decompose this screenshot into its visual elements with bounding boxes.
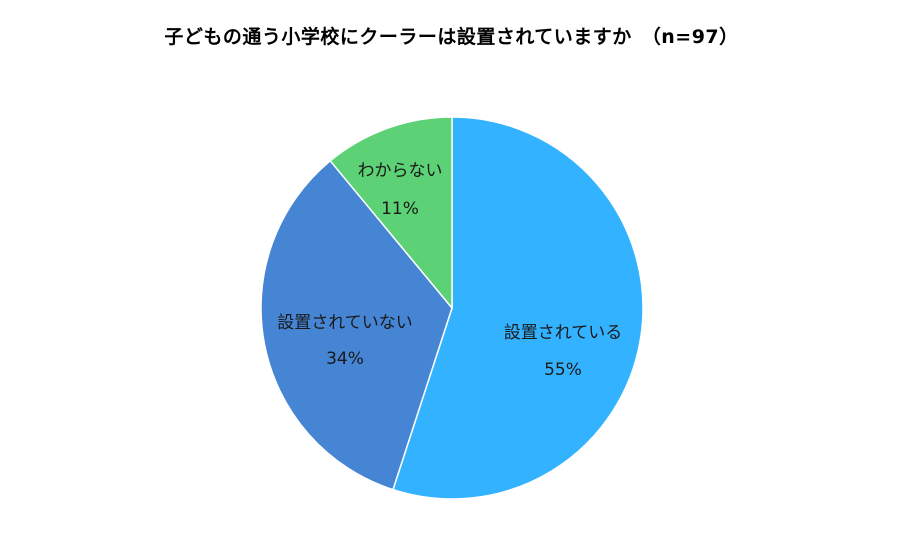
slice-category-label: 設置されている — [504, 323, 623, 343]
slice-percent-label: 11% — [381, 199, 419, 219]
slice-percent-label: 34% — [326, 349, 364, 369]
slice-percent-label: 55% — [544, 360, 582, 380]
slice-category-label: わからない — [358, 161, 443, 181]
pie-slice — [392, 116, 644, 500]
pie-slices — [260, 116, 644, 500]
pie-slice — [329, 116, 453, 311]
pie-slice — [260, 159, 453, 491]
chart-title: 子どもの通う小学校にクーラーは設置されていますか （n=97） — [164, 26, 739, 48]
pie-labels: 設置されている 55% 設置されていない 34% わからない 11% — [277, 161, 622, 380]
slice-category-label: 設置されていない — [277, 313, 413, 333]
